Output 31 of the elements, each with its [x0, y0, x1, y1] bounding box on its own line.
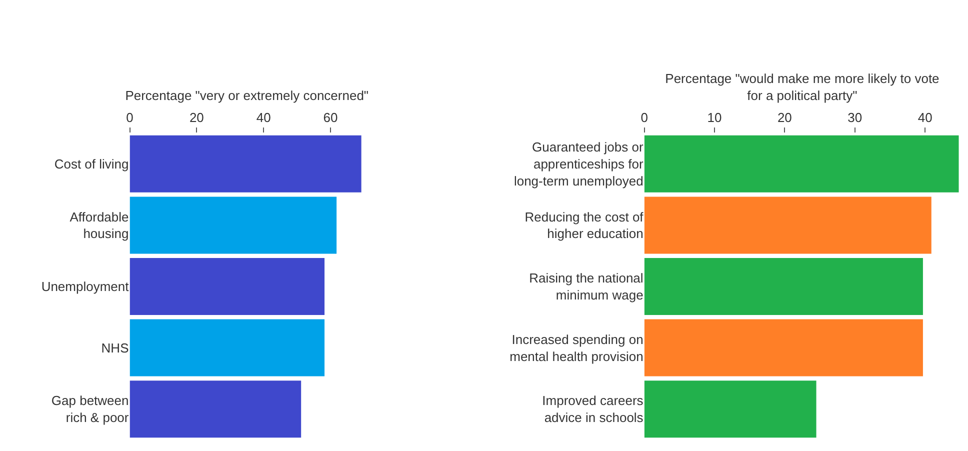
x-tick-label: 0 — [640, 110, 648, 126]
y-tick-label: Affordable housing — [70, 209, 129, 242]
x-axis-title: Percentage "very or extremely concerned" — [125, 88, 369, 104]
x-tick-label: 40 — [918, 110, 932, 126]
x-tick-label: 20 — [777, 110, 792, 126]
y-tick-label: Unemployment — [41, 279, 130, 294]
y-tick-label: Raising the national minimum wage — [529, 270, 644, 302]
x-tick-label: 20 — [189, 110, 204, 126]
x-tick-label: 0 — [126, 110, 134, 126]
bar — [130, 135, 362, 192]
bar — [130, 380, 302, 438]
bar — [644, 135, 959, 192]
y-tick-label: Improved careers advice in schools — [542, 393, 644, 426]
bar — [644, 258, 923, 315]
bar — [130, 196, 337, 254]
y-tick-label: Cost of living — [54, 156, 129, 172]
x-tick-label: 60 — [323, 110, 338, 126]
x-tick-label: 40 — [256, 110, 271, 126]
bar — [644, 196, 932, 254]
bar — [644, 380, 816, 438]
bar — [130, 319, 325, 376]
x-tick-label: 10 — [707, 110, 722, 126]
y-tick-label: Reducing the cost of higher education — [524, 209, 644, 242]
y-tick-label: NHS — [101, 340, 130, 356]
y-tick-label: Gap between rich & poor — [51, 393, 130, 426]
bar — [644, 319, 923, 376]
bar — [130, 258, 325, 315]
x-tick-label: 30 — [848, 110, 862, 126]
y-tick-label: Guaranteed jobs or apprenticeships for long-term unemployed — [514, 140, 644, 188]
x-axis-title: Percentage "would make me more likely to vote for a political party" — [665, 71, 940, 104]
y-tick-label: Increased spending on mental health provision — [510, 332, 644, 364]
